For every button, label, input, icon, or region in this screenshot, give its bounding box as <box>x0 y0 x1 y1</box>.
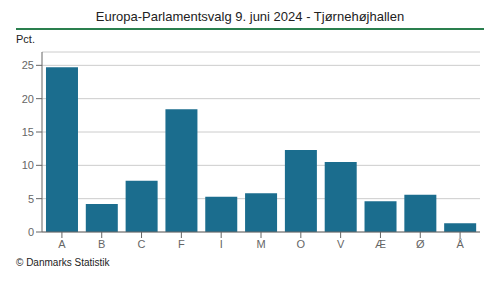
svg-text:B: B <box>98 238 105 250</box>
svg-text:10: 10 <box>22 159 34 171</box>
svg-text:M: M <box>256 238 265 250</box>
html-text:Europa-Parlamentsvalg 9. juni: Europa-Parlamentsvalg 9. juni 2024 - Tjø… <box>95 9 405 24</box>
svg-text:Ø: Ø <box>416 238 425 250</box>
svg-text:C: C <box>138 238 146 250</box>
svg-text:15: 15 <box>22 126 34 138</box>
html-text:© Danmarks Statistik: © Danmarks Statistik <box>16 257 110 268</box>
svg-text:20: 20 <box>22 93 34 105</box>
html-text:Pct.: Pct. <box>16 33 35 45</box>
svg-text:I: I <box>220 238 223 250</box>
svg-text:0: 0 <box>28 226 34 238</box>
svg-text:F: F <box>178 238 185 250</box>
svg-text:O: O <box>297 238 306 250</box>
svg-text:V: V <box>337 238 345 250</box>
svg-text:Å: Å <box>456 238 464 250</box>
svg-text:25: 25 <box>22 59 34 71</box>
svg-text:A: A <box>58 238 66 250</box>
svg-text:5: 5 <box>28 193 34 205</box>
svg-text:Æ: Æ <box>375 238 386 250</box>
